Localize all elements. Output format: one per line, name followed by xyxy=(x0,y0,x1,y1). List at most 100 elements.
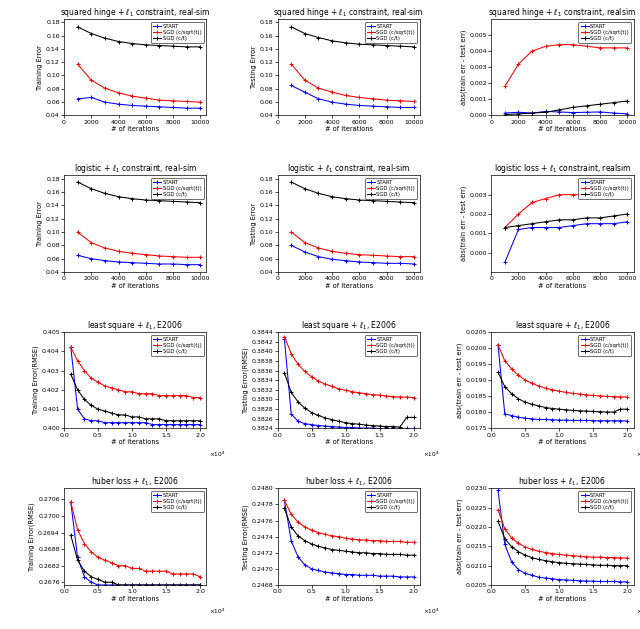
SGD (c/t) xyxy=(128,40,136,47)
SGD (c/t) xyxy=(515,395,522,403)
SGD (c/sqrt(t)) xyxy=(515,60,522,68)
START xyxy=(315,95,323,103)
Line: START: START xyxy=(289,84,415,109)
START xyxy=(280,335,288,343)
Line: SGD (c/t): SGD (c/t) xyxy=(69,372,202,423)
START xyxy=(81,415,88,423)
SGD (c/t) xyxy=(141,415,149,423)
SGD (c/sqrt(t)) xyxy=(596,44,604,52)
SGD (c/t) xyxy=(501,383,509,391)
SGD (c/t) xyxy=(535,402,543,409)
START xyxy=(596,108,604,116)
SGD (c/sqrt(t)) xyxy=(189,394,197,401)
SGD (c/t) xyxy=(383,198,390,205)
SGD (c/t) xyxy=(383,42,390,49)
Legend: START, SGD (c/sqrt(t)), SGD (c/t): START, SGD (c/sqrt(t)), SGD (c/t) xyxy=(151,21,204,43)
START xyxy=(355,572,363,579)
SGD (c/sqrt(t)) xyxy=(376,537,383,545)
SGD (c/sqrt(t)) xyxy=(128,250,136,257)
SGD (c/sqrt(t)) xyxy=(589,391,597,399)
X-axis label: # of iterations: # of iterations xyxy=(538,126,586,132)
SGD (c/t) xyxy=(81,567,88,575)
SGD (c/t) xyxy=(182,581,190,589)
Line: START: START xyxy=(76,96,202,110)
Line: START: START xyxy=(289,243,415,265)
START xyxy=(176,581,184,589)
START xyxy=(94,417,102,425)
START xyxy=(556,224,563,231)
SGD (c/sqrt(t)) xyxy=(115,562,122,569)
SGD (c/sqrt(t)) xyxy=(410,253,418,260)
START xyxy=(183,104,191,112)
SGD (c/sqrt(t)) xyxy=(169,392,177,399)
SGD (c/t) xyxy=(74,557,81,564)
SGD (c/sqrt(t)) xyxy=(515,210,522,218)
START xyxy=(156,421,163,428)
Y-axis label: abs(train err - test err): abs(train err - test err) xyxy=(456,342,463,418)
SGD (c/t) xyxy=(287,178,295,186)
SGD (c/sqrt(t)) xyxy=(562,389,570,396)
START xyxy=(115,419,122,426)
START xyxy=(142,103,150,110)
SGD (c/t) xyxy=(294,532,302,540)
SGD (c/sqrt(t)) xyxy=(356,251,364,259)
SGD (c/sqrt(t)) xyxy=(376,391,383,399)
Legend: START, SGD (c/sqrt(t)), SGD (c/t): START, SGD (c/sqrt(t)), SGD (c/t) xyxy=(365,21,417,43)
START xyxy=(556,416,563,424)
START xyxy=(135,419,143,426)
SGD (c/sqrt(t)) xyxy=(328,532,336,540)
START xyxy=(610,577,618,585)
START xyxy=(582,577,590,585)
X-axis label: # of iterations: # of iterations xyxy=(538,282,586,289)
SGD (c/t) xyxy=(108,579,115,586)
SGD (c/sqrt(t)) xyxy=(535,382,543,390)
SGD (c/sqrt(t)) xyxy=(383,96,390,104)
Y-axis label: Training Error(RMSE): Training Error(RMSE) xyxy=(29,503,35,571)
SGD (c/t) xyxy=(189,581,197,589)
SGD (c/t) xyxy=(148,581,156,589)
SGD (c/sqrt(t)) xyxy=(576,390,584,398)
SGD (c/t) xyxy=(101,35,109,42)
SGD (c/t) xyxy=(528,401,536,408)
START xyxy=(403,425,411,432)
START xyxy=(528,224,536,231)
SGD (c/t) xyxy=(176,581,184,589)
Title: least square + $\ell_1$, E2006: least square + $\ell_1$, E2006 xyxy=(515,319,610,332)
Title: huber loss + $\ell_1$, E2006: huber loss + $\ell_1$, E2006 xyxy=(305,476,393,488)
SGD (c/sqrt(t)) xyxy=(556,550,563,558)
START xyxy=(356,259,364,266)
START xyxy=(108,581,115,589)
SGD (c/t) xyxy=(196,43,204,50)
SGD (c/t) xyxy=(196,199,204,206)
SGD (c/sqrt(t)) xyxy=(596,392,604,399)
SGD (c/t) xyxy=(135,413,143,421)
START xyxy=(603,577,611,585)
X-axis label: # of iterations: # of iterations xyxy=(324,282,373,289)
START xyxy=(515,226,522,233)
SGD (c/sqrt(t)) xyxy=(603,554,611,561)
START xyxy=(87,579,95,586)
START xyxy=(541,416,549,423)
Line: SGD (c/sqrt(t)): SGD (c/sqrt(t)) xyxy=(496,343,629,399)
START xyxy=(403,573,411,581)
Line: SGD (c/sqrt(t)): SGD (c/sqrt(t)) xyxy=(69,345,202,399)
SGD (c/sqrt(t)) xyxy=(403,538,411,546)
START xyxy=(508,412,515,420)
SGD (c/sqrt(t)) xyxy=(569,191,577,199)
START xyxy=(362,572,370,579)
SGD (c/sqrt(t)) xyxy=(583,191,591,199)
Line: SGD (c/t): SGD (c/t) xyxy=(496,520,629,567)
SGD (c/t) xyxy=(569,407,577,415)
SGD (c/sqrt(t)) xyxy=(315,84,323,92)
SGD (c/t) xyxy=(74,386,81,394)
START xyxy=(610,417,618,425)
SGD (c/t) xyxy=(280,369,288,377)
START xyxy=(321,422,329,430)
SGD (c/sqrt(t)) xyxy=(101,557,109,564)
Text: $\times10^4$: $\times10^4$ xyxy=(636,606,640,616)
START xyxy=(335,423,342,431)
SGD (c/t) xyxy=(522,552,529,559)
SGD (c/t) xyxy=(128,581,136,589)
START xyxy=(508,558,515,565)
SGD (c/t) xyxy=(583,102,591,109)
